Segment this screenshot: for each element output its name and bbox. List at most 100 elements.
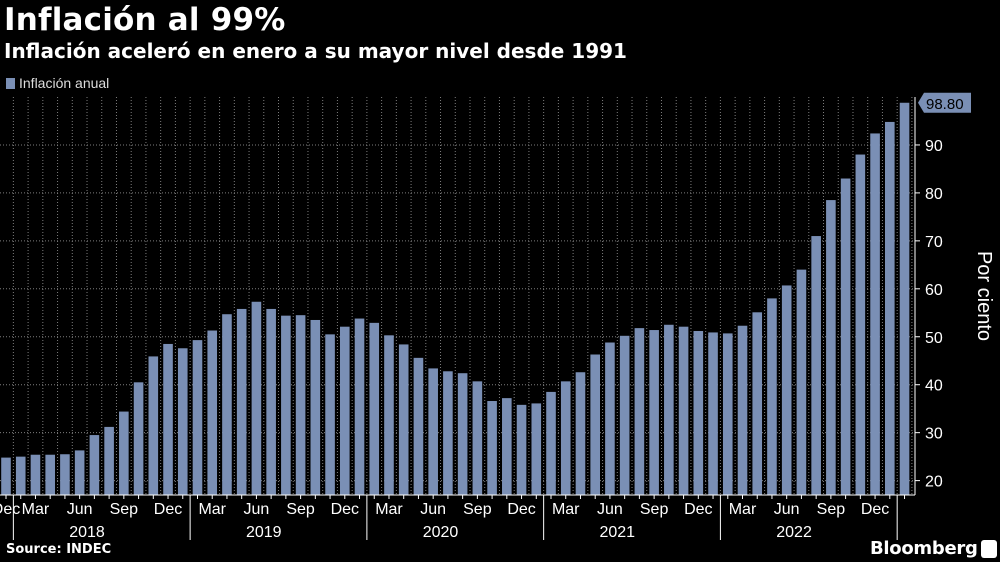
brand-logo: Bloomberg [870,538,978,559]
bar [384,335,394,495]
bar [354,318,365,495]
bar [281,315,291,495]
y-tick-label: 50 [925,330,943,347]
x-month-label: Dec [507,501,535,518]
x-month-label: Dec [154,501,182,518]
bar [487,401,497,495]
bar [693,331,704,495]
bar [177,348,188,495]
bar [634,328,645,495]
bar [398,344,409,495]
bar [870,133,880,496]
legend-swatch [6,77,15,89]
bar [575,372,586,495]
y-tick-label: 60 [925,282,943,299]
bar [767,298,777,495]
last-value-badge [918,92,971,113]
x-month-label: Jun [420,501,446,518]
bar [295,315,306,495]
bar [885,121,895,495]
bar [678,326,689,495]
bar [649,330,659,495]
x-year-label: 2019 [246,524,282,541]
bar [855,154,866,495]
y-tick-label: 20 [925,474,943,491]
bar [1,457,11,495]
chart-subtitle: Inflación aceleró en enero a su mayor ni… [4,39,627,63]
x-month-label: Jun [597,501,623,518]
x-month-label: Jun [67,501,93,518]
bar [619,335,630,495]
bar [89,435,100,495]
x-month-label: Jun [244,501,270,518]
y-tick-label: 40 [925,378,943,395]
bar [60,454,70,495]
bar [104,426,114,495]
bar [781,285,792,495]
bar [133,382,144,495]
bloomberg-terminal-icon [981,540,997,558]
x-month-label: Jun [774,501,800,518]
bar [163,343,173,495]
x-month-label: Mar [552,501,580,518]
x-month-label: Sep [110,501,139,518]
x-month-label: Mar [729,501,757,518]
bar [207,330,218,495]
x-year-label: 2020 [423,524,459,541]
bar [310,319,321,495]
x-month-label: Mar [375,501,403,518]
x-month-label: Sep [286,501,315,518]
x-month-label: Dec [0,501,20,518]
bar [826,200,836,496]
bar [664,324,674,495]
bar [369,322,380,495]
bar [708,332,718,495]
x-year-label: 2021 [599,524,635,541]
bar [222,314,232,495]
bar [413,357,424,495]
bar [472,381,483,495]
bar [516,404,527,495]
y-tick-label: 80 [925,186,943,203]
bar [531,403,542,495]
bar [266,308,276,495]
bar [590,354,600,495]
x-month-label: Mar [198,501,226,518]
bar [546,391,556,495]
bar [236,308,247,495]
bar [502,398,512,495]
y-tick-label: 70 [925,234,943,251]
x-month-label: Dec [331,501,359,518]
bar [899,102,910,496]
bar [192,340,203,495]
bar [30,454,41,495]
bar [74,450,85,495]
bar [325,334,335,495]
bar [148,356,159,495]
last-value-label: 98.80 [926,96,964,113]
bar [457,373,468,495]
bar [605,342,615,495]
bar [796,269,807,495]
bar [339,326,350,495]
bar [428,368,438,495]
y-tick-label: 90 [925,138,943,155]
bar [443,371,453,495]
x-month-label: Sep [463,501,492,518]
x-month-label: Sep [640,501,669,518]
bar [251,301,262,495]
bar [15,456,26,495]
x-month-label: Dec [861,501,889,518]
chart-title: Inflación al 99% [4,2,286,38]
bar [737,325,748,495]
y-tick-label: 30 [925,426,943,443]
legend-label: Inflación anual [19,75,110,91]
bar [119,411,129,495]
source-note: Source: INDEC [6,542,112,557]
bar [752,312,763,495]
bar [811,236,821,495]
x-month-label: Sep [817,501,846,518]
legend: Inflación anual [6,75,109,91]
x-year-label: 2018 [69,524,105,541]
